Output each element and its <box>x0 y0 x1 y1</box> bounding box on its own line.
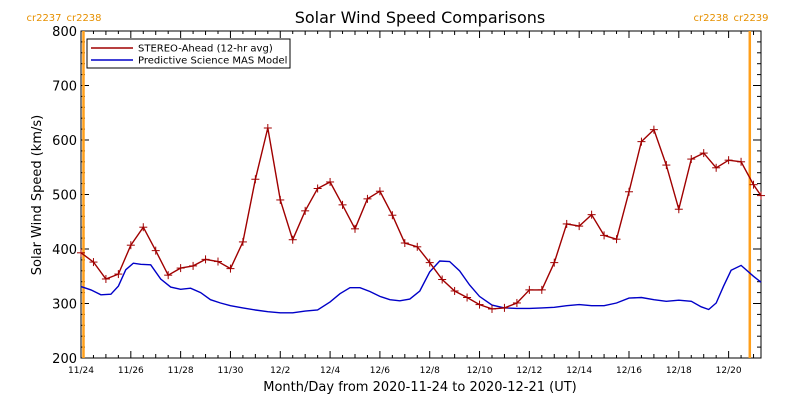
y-axis: 200 300 400 500 600 700 800 <box>52 25 761 367</box>
y-tick-label-600: 600 <box>52 134 77 149</box>
data-point <box>201 255 210 264</box>
data-point <box>575 222 584 231</box>
carrington-labels: cr2237 cr2238 cr2238 cr2239 <box>26 13 768 24</box>
x-tick-label-12/18: 12/18 <box>666 366 692 376</box>
data-point <box>126 241 135 250</box>
x-axis-label: Month/Day from 2020-11-24 to 2020-12-21 … <box>263 380 576 395</box>
carrington-label-1-a: cr2238 <box>693 13 728 24</box>
data-point <box>587 210 596 219</box>
data-point <box>114 270 123 279</box>
legend-label-mas-model: Predictive Science MAS Model <box>138 56 287 67</box>
data-point <box>89 258 98 267</box>
data-point <box>624 187 633 196</box>
data-point <box>226 264 235 273</box>
data-point <box>413 242 422 251</box>
data-point <box>674 205 683 214</box>
data-point <box>77 248 85 257</box>
y-tick-label-700: 700 <box>52 80 77 95</box>
data-point <box>189 261 198 270</box>
data-point <box>475 300 484 309</box>
x-tick-label-12/20: 12/20 <box>716 366 742 376</box>
y-tick-label-400: 400 <box>52 243 77 258</box>
legend: STEREO-Ahead (12-hr avg) Predictive Scie… <box>86 38 291 69</box>
data-point <box>525 285 534 294</box>
x-tick-label-11/24: 11/24 <box>68 366 94 376</box>
y-tick-label-300: 300 <box>52 298 77 313</box>
data-point <box>450 286 459 295</box>
data-point <box>425 258 434 267</box>
carrington-label-0-b: cr2238 <box>66 13 101 24</box>
x-tick-label-12/8: 12/8 <box>420 366 440 376</box>
data-point <box>687 155 696 164</box>
data-point <box>251 175 260 184</box>
data-point <box>400 239 409 248</box>
data-point <box>699 149 708 158</box>
y-tick-label-800: 800 <box>52 25 77 40</box>
plot-frame <box>80 30 762 359</box>
x-tick-label-12/10: 12/10 <box>467 366 493 376</box>
carrington-label-1-b: cr2239 <box>733 13 768 24</box>
data-point <box>238 237 247 246</box>
data-point <box>562 219 571 228</box>
x-tick-label-12/14: 12/14 <box>566 366 592 376</box>
y-tick-label-200: 200 <box>52 352 77 367</box>
data-point <box>301 206 310 215</box>
data-point <box>463 293 472 302</box>
data-point <box>276 195 285 204</box>
data-point <box>757 191 765 200</box>
carrington-lines <box>82 31 752 358</box>
carrington-label-0-a: cr2237 <box>26 13 61 24</box>
x-tick-label-11/30: 11/30 <box>217 366 243 376</box>
data-point <box>612 235 621 244</box>
data-point <box>487 304 496 313</box>
data-point <box>326 177 335 186</box>
x-tick-label-12/2: 12/2 <box>270 366 290 376</box>
x-tick-label-11/26: 11/26 <box>118 366 144 376</box>
data-point <box>438 275 447 284</box>
data-point <box>151 246 160 255</box>
data-point <box>712 163 721 172</box>
data-point <box>213 257 222 266</box>
data-point <box>600 231 609 240</box>
data-point <box>164 271 173 280</box>
data-point <box>388 211 397 220</box>
data-point <box>263 124 272 133</box>
data-point <box>363 194 372 203</box>
x-tick-label-12/6: 12/6 <box>370 366 390 376</box>
data-point <box>101 274 110 283</box>
chart-title: Solar Wind Speed Comparisons <box>295 8 546 27</box>
series-layer <box>77 124 765 314</box>
data-point <box>749 180 758 189</box>
legend-box <box>86 38 291 69</box>
data-point <box>649 125 658 134</box>
legend-label-stereo: STEREO-Ahead (12-hr avg) <box>138 44 273 55</box>
data-point <box>313 184 322 193</box>
data-point <box>512 298 521 307</box>
x-tick-label-12/12: 12/12 <box>516 366 542 376</box>
x-tick-label-12/4: 12/4 <box>320 366 340 376</box>
data-point <box>550 258 559 267</box>
data-point <box>350 224 359 233</box>
data-point <box>537 285 546 294</box>
data-point <box>375 187 384 196</box>
data-point <box>500 303 509 312</box>
data-point <box>724 156 733 165</box>
x-axis: 11/24 11/26 11/28 11/30 12/2 12/4 12/6 12/8 12/1… <box>68 31 755 376</box>
data-point <box>139 223 148 232</box>
series-line-1 <box>80 260 762 314</box>
x-tick-label-12/16: 12/16 <box>616 366 642 376</box>
y-tick-label-500: 500 <box>52 189 77 204</box>
data-point <box>288 235 297 244</box>
series-line-0 <box>80 127 762 310</box>
x-tick-label-11/28: 11/28 <box>168 366 194 376</box>
data-point <box>637 137 646 146</box>
data-point <box>737 157 746 166</box>
data-point <box>176 264 185 273</box>
data-point <box>338 200 347 209</box>
data-point <box>662 161 671 170</box>
y-axis-label: Solar Wind Speed (km/s) <box>30 115 45 275</box>
